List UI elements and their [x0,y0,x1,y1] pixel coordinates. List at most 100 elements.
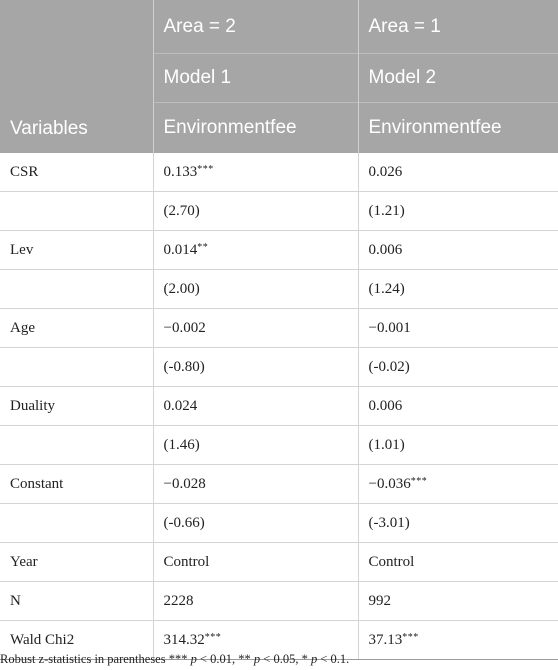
row-label [0,347,154,387]
cell-model1-value: −0.002 [163,319,206,336]
row-label-value: Lev [10,241,34,258]
table-row: Duality 0.024 0.006 [0,386,558,426]
table-row: CSR 0.133*** 0.026 [0,153,558,192]
cell-model1-value: (2.00) [163,280,200,297]
cell-model1-value: Control [163,553,210,570]
cell-model2-stars: *** [410,475,428,487]
note-prefix: Robust z-statistics in parentheses *** [0,652,191,666]
header-model-col2: Model 1 [153,53,359,103]
cell-model2-value: 992 [368,592,392,609]
cell-model2: −0.036*** [358,464,558,504]
cell-model1: 0.133*** [153,153,359,192]
row-label-value: Duality [10,397,55,414]
cell-model2-value: (1.01) [368,436,405,453]
cell-model2: (-0.02) [358,347,558,387]
cell-model2: (1.21) [358,191,558,231]
cell-model2-value: 0.006 [368,241,403,258]
row-label: CSR [0,153,154,192]
row-label: Wald Chi2 [0,620,154,660]
cell-model2-value: Control [368,553,415,570]
table-header: Variables Area = 2 Area = 1 Model 1 Mode… [0,0,558,153]
cell-model2-value: −0.001 [368,319,411,336]
table-row: Age −0.002 −0.001 [0,308,558,348]
row-label: Constant [0,464,154,504]
row-label: Age [0,308,154,348]
header-model-col3: Model 2 [358,53,558,103]
cell-model1: (-0.66) [153,503,359,543]
header-variables: Variables [0,0,154,153]
cell-model1-value: 314.32 [163,631,205,648]
cell-model2: 0.006 [358,386,558,426]
cell-model1: (-0.80) [153,347,359,387]
row-label [0,503,154,543]
table-row: (-0.80) (-0.02) [0,347,558,387]
table-row: (2.00) (1.24) [0,269,558,309]
cell-model1: (2.00) [153,269,359,309]
cell-model1-value: (1.46) [163,436,200,453]
header-dep-col3: Environmentfee [358,102,558,153]
table-row: N 2228 992 [0,581,558,621]
cell-model1-value: (-0.80) [163,358,205,375]
row-label-value: Wald Chi2 [10,631,75,648]
table-row: (2.70) (1.21) [0,191,558,231]
cell-model1: 2228 [153,581,359,621]
table-body: CSR 0.133*** 0.026 (2.70) (1.21) Lev 0.014** 0.… [0,153,558,660]
note-p2: p [253,652,261,666]
cell-model2-value: (1.24) [368,280,405,297]
cell-model1-stars: *** [204,631,222,643]
cell-model2: −0.001 [358,308,558,348]
cell-model2-value: 0.026 [368,163,403,180]
cell-model2: (1.24) [358,269,558,309]
cell-model1-value: 0.014 [163,241,198,258]
cell-model2: (1.01) [358,425,558,465]
row-label: Year [0,542,154,582]
table-row: Wald Chi2 314.32*** 37.13*** [0,620,558,660]
row-label [0,425,154,465]
cell-model1: 0.024 [153,386,359,426]
cell-model2: 992 [358,581,558,621]
row-label-value: Constant [10,475,64,492]
row-label: Lev [0,230,154,270]
cell-model1: 0.014** [153,230,359,270]
cell-model1-stars: ** [197,241,209,253]
header-area-col2: Area = 2 [153,0,359,54]
table-row: (1.46) (1.01) [0,425,558,465]
table-note: Robust z-statistics in parentheses *** p… [0,652,558,667]
cell-model1-value: 0.024 [163,397,198,414]
cell-model2-value: 0.006 [368,397,403,414]
cell-model1: (2.70) [153,191,359,231]
cell-model2-value: (1.21) [368,202,405,219]
row-label [0,191,154,231]
row-label: N [0,581,154,621]
row-label: Duality [0,386,154,426]
cell-model2: 37.13*** [358,620,558,660]
table-row: Constant −0.028 −0.036*** [0,464,558,504]
note-p3: p [310,652,318,666]
cell-model2: 0.026 [358,153,558,192]
row-label-value: N [10,592,21,609]
cell-model1: −0.002 [153,308,359,348]
note-t1: < 0.01, ** [196,652,254,666]
cell-model1: Control [153,542,359,582]
cell-model2: Control [358,542,558,582]
cell-model1: −0.028 [153,464,359,504]
table-row: Lev 0.014** 0.006 [0,230,558,270]
cell-model2-value: 37.13 [368,631,403,648]
note-t3: < 0.1. [317,652,350,666]
cell-model1-value: (2.70) [163,202,200,219]
table-row: Year Control Control [0,542,558,582]
row-label [0,269,154,309]
cell-model2: (-3.01) [358,503,558,543]
note-p1: p [190,652,197,666]
row-label-value: Year [10,553,38,570]
row-label-value: Age [10,319,35,336]
table-row: (-0.66) (-3.01) [0,503,558,543]
cell-model1-value: 2228 [163,592,194,609]
row-label-value: CSR [10,163,39,180]
cell-model2-stars: *** [402,631,419,643]
cell-model1-value: −0.028 [163,475,206,492]
header-area-col3: Area = 1 [358,0,558,54]
cell-model2-value: (-3.01) [368,514,410,531]
cell-model2-value: −0.036 [368,475,411,492]
